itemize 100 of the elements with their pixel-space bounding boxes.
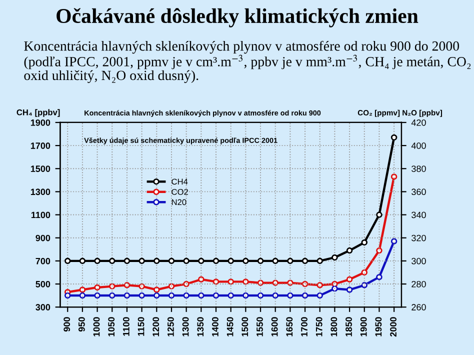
point	[376, 212, 382, 218]
x-tick-label: 1500	[242, 317, 248, 336]
legend-label: CO2	[172, 188, 188, 195]
point	[212, 258, 220, 264]
y-tick-label: 1100	[31, 212, 50, 218]
point	[346, 247, 353, 254]
x-tick-label: 1650	[286, 317, 293, 336]
point	[109, 283, 116, 290]
y2-tick-label: 380	[412, 166, 426, 172]
y-tick-label: 300	[36, 304, 50, 310]
y2-tick-label: 360	[412, 188, 426, 196]
point	[138, 258, 145, 264]
point	[64, 292, 71, 299]
y2-tick-label: 320	[412, 234, 426, 242]
point	[94, 292, 100, 299]
x-tick-label: 1000	[93, 317, 100, 336]
x-tick-label: 1600	[271, 317, 278, 336]
y-tick-label: 1700	[30, 142, 50, 149]
point	[228, 278, 234, 285]
point	[154, 258, 160, 264]
point	[332, 254, 338, 261]
point	[168, 292, 175, 299]
point	[79, 258, 86, 264]
point	[242, 292, 249, 299]
x-tick-label: 1900	[360, 317, 367, 336]
point	[79, 292, 86, 299]
x-tick-label: 1800	[330, 317, 338, 336]
point	[64, 258, 71, 264]
y-tick-label: 700	[36, 258, 50, 264]
y-tick-label: 1500	[30, 166, 50, 172]
x-tick-label: 950	[78, 317, 85, 332]
point	[272, 258, 278, 264]
y2-tick-label: 260	[412, 304, 426, 310]
point	[124, 292, 130, 299]
x-tick-label: 1850	[346, 317, 352, 336]
point	[109, 292, 116, 299]
point	[346, 276, 353, 283]
legend-label: CH4	[172, 178, 188, 185]
point	[124, 258, 130, 264]
text: Koncentrácia hlavných skleníkových plynov v atmosfére od roku 900 do 2000 (podľa IPCC, 2001, ppmv je v cm³.m$^{−3}$, ppbv je v mm³.m$^{−3}$, CH₄ je metán, CO₂ oxid uhličitý, N₂O oxid dusný).	[24, 40, 471, 83]
point	[316, 258, 323, 264]
x-tick-label: 1450	[226, 317, 234, 336]
x-tick-label: 1250	[168, 317, 174, 336]
point	[376, 274, 382, 280]
point	[109, 258, 116, 264]
y2-tick-label: 400	[411, 142, 426, 149]
x-tick-label: 1200	[152, 317, 160, 336]
point	[272, 292, 278, 299]
x-tick-label: 900	[64, 317, 70, 332]
point	[183, 258, 190, 264]
point	[287, 258, 294, 264]
point	[242, 258, 249, 264]
point	[183, 292, 190, 299]
point	[198, 258, 204, 264]
point	[228, 292, 234, 299]
y2-tick-label: 280	[412, 280, 426, 288]
point	[198, 292, 204, 299]
x-tick-label: 1100	[123, 317, 130, 336]
point	[390, 174, 398, 180]
point	[346, 286, 353, 293]
point	[94, 258, 100, 264]
point	[361, 239, 368, 246]
point	[316, 292, 323, 299]
point	[287, 292, 294, 299]
point	[154, 286, 160, 293]
point	[257, 292, 264, 299]
x-tick-label: 1550	[256, 317, 263, 336]
y2-tick-label: 420	[411, 119, 426, 126]
x-tick-label: 1150	[138, 317, 144, 336]
point	[154, 292, 160, 299]
point	[168, 258, 175, 264]
x-tick-label: 2000	[390, 317, 396, 337]
y2-tick-label: 340	[412, 212, 426, 218]
x-tick-label: 1750	[316, 317, 322, 336]
point	[257, 258, 264, 264]
point	[316, 282, 323, 288]
point	[390, 134, 398, 141]
point	[332, 285, 338, 292]
y-tick-label: 1900	[30, 119, 50, 126]
x-tick-label: 1700	[301, 317, 308, 336]
y-axis-title: CH₄ [ppbv]	[16, 109, 60, 117]
x-tick-label: 1400	[212, 317, 218, 336]
point	[390, 238, 398, 244]
point	[376, 247, 382, 254]
point	[302, 258, 308, 264]
x-tick-label: 1350	[197, 317, 204, 336]
point	[242, 278, 249, 285]
point	[228, 258, 234, 264]
point	[79, 286, 86, 293]
point	[212, 292, 220, 299]
legend-label: N20	[172, 199, 186, 206]
point	[272, 280, 278, 286]
point	[138, 292, 145, 299]
point	[198, 276, 204, 283]
y-tick-label: 900	[36, 234, 50, 242]
y2-tick-label: 300	[412, 258, 426, 264]
y-tick-label: 1300	[30, 188, 50, 196]
point	[212, 278, 220, 285]
x-tick-label: 1950	[375, 317, 382, 336]
x-tick-label: 1300	[182, 317, 189, 336]
